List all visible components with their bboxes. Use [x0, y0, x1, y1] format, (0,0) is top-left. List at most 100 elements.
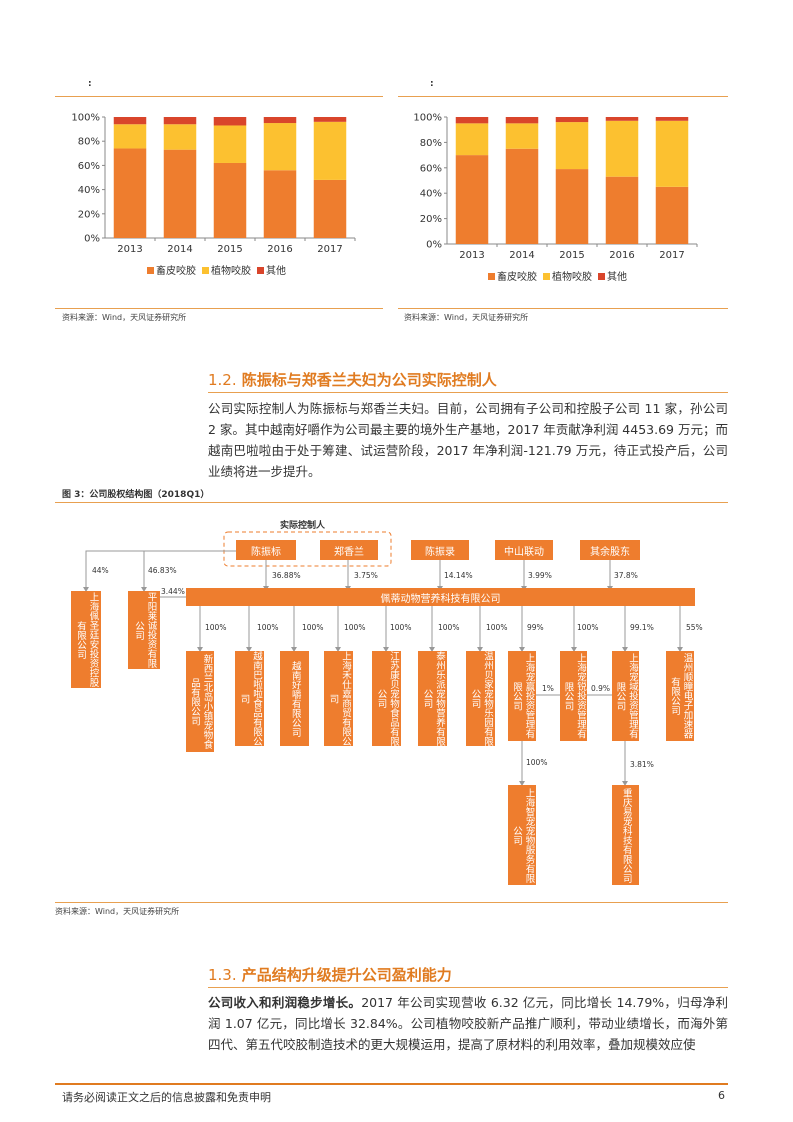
pct-sub-8: 99% — [527, 623, 544, 632]
pct-sub-11: 55% — [686, 623, 703, 632]
section-1-3-title: 产品结构升级提升公司盈利能力 — [241, 966, 452, 984]
pct-grand-2: 3.81% — [630, 760, 654, 769]
bar-2017-s0 — [313, 179, 347, 238]
pct-top-1: 36.88% — [272, 571, 301, 580]
section-1-3-heading: 1.3. 产品结构升级提升公司盈利能力 — [208, 964, 452, 985]
sub-taizhou-lepai: 泰州乐派宠物营养有限公司 — [418, 651, 447, 746]
y-tick-label: 100% — [413, 113, 442, 124]
shareholder-chen-zhenlu: 陈振录 — [411, 540, 469, 560]
shareholder-zheng-xianglan: 郑香兰 — [320, 540, 378, 560]
pct-sub-3: 100% — [302, 623, 324, 632]
y-tick-label: 0% — [426, 240, 442, 251]
pct-sub-10: 99.1% — [630, 623, 654, 632]
bar-2016-s2 — [263, 117, 297, 124]
footer-disclaimer: 请务必阅读正文之后的信息披露和免责申明 — [62, 1091, 271, 1104]
pct-cross-1: 1% — [542, 684, 554, 693]
shareholder-chen-zhenbiao: 陈振标 — [236, 540, 296, 560]
x-tick-label: 2014 — [167, 244, 192, 255]
figure-3-source: 资料来源：Wind，天风证券研究所 — [55, 907, 180, 916]
bar-2014-s1 — [505, 123, 539, 149]
y-tick-label: 80% — [78, 137, 100, 148]
grandchild-chongqing-yichong: 重庆易宠科技有限公司 — [612, 785, 639, 885]
bar-2014-s0 — [505, 148, 539, 244]
bar-2015-s2 — [213, 117, 247, 126]
chart-right: 0% 20% 40% 60% 80% 100% 2013 2014 2015 2016 2017 畜皮… — [413, 113, 698, 283]
bar-2015-s0 — [555, 169, 589, 244]
bar-2017-s2 — [313, 117, 347, 122]
y-tick-label: 40% — [78, 185, 100, 196]
bar-2014-s2 — [163, 117, 197, 125]
bar-2016-s2 — [605, 117, 639, 121]
bar-2013-s0 — [455, 155, 489, 244]
chart-left-title: : — [88, 79, 92, 89]
chart-right-top-rule — [398, 96, 728, 97]
bar-2014-s2 — [505, 117, 539, 124]
bar-2013-s0 — [113, 148, 147, 238]
bar-2017-s2 — [655, 117, 689, 121]
pct-left-1: 44% — [92, 566, 109, 575]
connector-lines — [85, 550, 681, 785]
chart-left: 0% 20% 40% 60% 80% 100% 2013 2014 2015 2016 2017 畜皮… — [71, 113, 356, 277]
legend-swatch-0 — [147, 267, 154, 274]
company-shanghai-peisheng: 上海佩圣廷安投资控股有限公司 — [71, 591, 101, 688]
ownership-connectors — [83, 531, 683, 786]
section-1-3-rule — [208, 987, 728, 988]
y-tick-label: 20% — [78, 209, 100, 220]
bar-2014-s1 — [163, 124, 197, 150]
x-tick-label: 2016 — [609, 250, 634, 261]
section-1-3-lead: 公司收入和利润稳步增长。 — [208, 995, 362, 1010]
legend-label-2: 其他 — [266, 264, 286, 277]
shareholder-other: 其余股东 — [580, 540, 640, 560]
chart-right-title: : — [430, 79, 434, 89]
sub-shanghai-chongrui: 上海宠锐投资管理有限公司 — [560, 651, 587, 741]
x-tick-label: 2017 — [659, 250, 684, 261]
chart-right-bottom-rule — [398, 308, 728, 309]
chart-right-source: 资料来源：Wind，天风证券研究所 — [404, 313, 529, 322]
figure-3-top-rule — [55, 502, 728, 503]
section-1-3-body: 2017 年公司实现营收 6.32 亿元，同比增长 14.79%，归母净利润 1… — [208, 995, 728, 1052]
chart-left-top-rule — [55, 96, 383, 97]
pct-cross-2: 0.9% — [591, 684, 611, 693]
sub-vietnam-haojiao: 越南好嚼有限公司 — [280, 651, 309, 746]
footer-rule — [55, 1083, 728, 1085]
section-1-2-title: 陈振标与郑香兰夫妇为公司实际控制人 — [241, 371, 497, 389]
y-tick-label: 0% — [84, 234, 100, 245]
pct-top-3: 14.14% — [444, 571, 473, 580]
x-tick-label: 2015 — [217, 244, 242, 255]
x-tick-label: 2015 — [559, 250, 584, 261]
y-tick-label: 100% — [71, 113, 100, 124]
bar-2015-s0 — [213, 162, 247, 238]
x-tick-label: 2013 — [459, 250, 484, 261]
bar-2014-s0 — [163, 149, 197, 238]
legend-label-1: 植物咬胶 — [211, 264, 251, 277]
controller-dashed-frame — [223, 531, 392, 567]
figure-3-bottom-rule — [55, 902, 728, 903]
sub-shanghai-chongyu: 上海宠域投资管理有限公司 — [612, 651, 639, 741]
pct-sub-4: 100% — [344, 623, 366, 632]
pct-left-3: 3.44% — [161, 587, 185, 596]
grandchild-shanghai-zhichong: 上海智宠宠物服务有限公司 — [508, 785, 536, 885]
pct-grand-1: 100% — [526, 758, 548, 767]
pct-sub-9: 100% — [577, 623, 599, 632]
x-tick-label: 2016 — [267, 244, 292, 255]
pct-top-5: 37.8% — [614, 571, 638, 580]
x-tick-label: 2017 — [317, 244, 342, 255]
y-tick-label: 20% — [420, 214, 442, 225]
pct-sub-1: 100% — [205, 623, 227, 632]
pct-left-2: 46.83% — [148, 566, 177, 575]
pct-sub-2: 100% — [257, 623, 279, 632]
y-tick-label: 40% — [420, 189, 442, 200]
bar-2016-s0 — [605, 176, 639, 244]
sub-shanghai-heshijia: 上海禾仕嘉商贸有限公司 — [324, 651, 353, 746]
bar-2015-s1 — [213, 125, 247, 163]
bar-2017-s1 — [313, 121, 347, 180]
bar-2016-s0 — [263, 170, 297, 238]
legend-swatch-1 — [202, 267, 209, 274]
chart-left-source: 资料来源：Wind，天风证券研究所 — [62, 313, 187, 322]
page-number: 6 — [718, 1089, 725, 1102]
section-1-2-number: 1.2. — [208, 371, 237, 389]
shareholder-zhongshan-liandong: 中山联动 — [495, 540, 553, 560]
company-pingyang-laicheng: 平阳莱诚投资有限公司 — [128, 591, 160, 669]
bar-2017-s1 — [655, 120, 689, 187]
